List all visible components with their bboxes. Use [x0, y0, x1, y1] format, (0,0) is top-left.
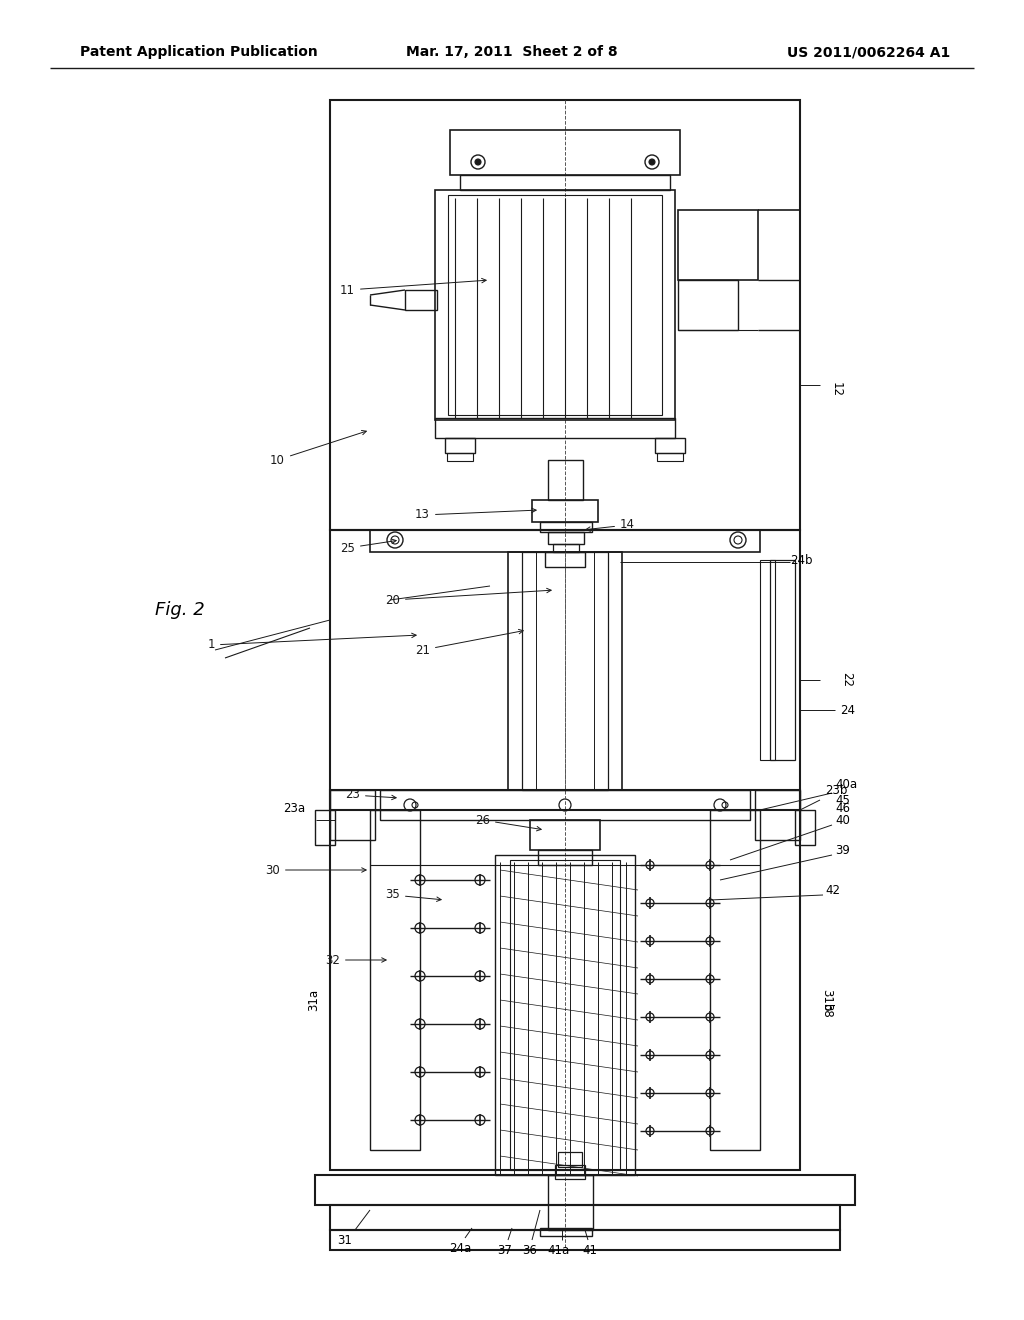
Bar [447, 453, 473, 461]
Text: 40: 40 [835, 813, 850, 826]
Text: 1: 1 [208, 634, 416, 652]
Text: 41: 41 [583, 1243, 597, 1257]
Bar [435, 190, 675, 420]
Text: 11: 11 [340, 279, 486, 297]
Text: Mar. 17, 2011  Sheet 2 of 8: Mar. 17, 2011 Sheet 2 of 8 [407, 45, 617, 59]
Text: 25: 25 [340, 539, 396, 554]
Bar [330, 531, 800, 810]
Bar [555, 1166, 585, 1179]
Text: 23b: 23b [825, 784, 848, 796]
Bar [445, 438, 475, 453]
Bar [655, 438, 685, 453]
Bar [770, 560, 795, 760]
Text: 38: 38 [820, 1003, 833, 1018]
Bar [330, 789, 800, 1170]
Bar [545, 552, 585, 568]
Text: Fig. 2: Fig. 2 [155, 601, 205, 619]
Bar [530, 820, 600, 850]
Bar [435, 418, 675, 438]
Bar [710, 810, 760, 1150]
Bar [540, 1228, 592, 1236]
Bar [522, 552, 608, 789]
Bar [460, 176, 670, 190]
Text: 46: 46 [835, 801, 850, 814]
Text: 24: 24 [840, 704, 855, 717]
Text: Patent Application Publication: Patent Application Publication [80, 45, 317, 59]
Text: 31b: 31b [820, 989, 833, 1011]
Bar [380, 789, 750, 820]
Text: 12: 12 [830, 383, 843, 397]
Text: 10: 10 [270, 430, 367, 466]
Circle shape [475, 158, 481, 165]
Bar [370, 531, 760, 552]
Text: 23a: 23a [283, 801, 305, 814]
Text: US 2011/0062264 A1: US 2011/0062264 A1 [786, 45, 950, 59]
Bar [406, 290, 437, 310]
Bar [330, 100, 800, 531]
Bar [795, 810, 815, 845]
Bar [760, 560, 775, 760]
Text: 24b: 24b [790, 553, 812, 566]
Bar [548, 459, 583, 500]
Text: 14: 14 [586, 519, 635, 532]
Text: 23: 23 [345, 788, 396, 801]
Bar [548, 1175, 593, 1230]
Bar [553, 544, 579, 552]
Text: 40a: 40a [835, 779, 857, 792]
Bar [330, 789, 375, 840]
Bar [508, 552, 622, 789]
Bar [540, 521, 592, 532]
Text: 41a: 41a [547, 1243, 569, 1257]
Text: 30: 30 [265, 863, 367, 876]
Text: 31a: 31a [307, 989, 319, 1011]
Bar [449, 195, 662, 414]
Text: 37: 37 [498, 1243, 512, 1257]
Text: 26: 26 [475, 813, 541, 830]
Text: 45: 45 [835, 793, 850, 807]
Text: 20: 20 [385, 589, 551, 606]
Bar [538, 850, 592, 865]
Text: 32: 32 [326, 953, 386, 966]
Bar [678, 210, 758, 280]
Text: 31: 31 [338, 1233, 352, 1246]
Circle shape [649, 158, 655, 165]
Bar [532, 500, 598, 521]
Bar [548, 532, 584, 544]
Bar [755, 789, 800, 840]
Text: 24a: 24a [449, 1242, 471, 1254]
Bar [495, 855, 635, 1175]
Text: 39: 39 [835, 843, 850, 857]
Bar [510, 861, 620, 1170]
Bar [315, 1175, 855, 1205]
Bar [678, 280, 738, 330]
Bar [450, 129, 680, 176]
Bar [657, 453, 683, 461]
Text: 35: 35 [385, 888, 441, 902]
Bar [315, 810, 335, 845]
Bar [370, 810, 420, 1150]
Bar [330, 1230, 840, 1250]
Text: 42: 42 [825, 883, 840, 896]
Text: 13: 13 [415, 508, 537, 521]
Text: 36: 36 [522, 1243, 538, 1257]
Bar [558, 1152, 582, 1167]
Text: 22: 22 [840, 672, 853, 688]
Bar [536, 552, 594, 789]
Bar [330, 1205, 840, 1230]
Text: 21: 21 [415, 630, 523, 656]
